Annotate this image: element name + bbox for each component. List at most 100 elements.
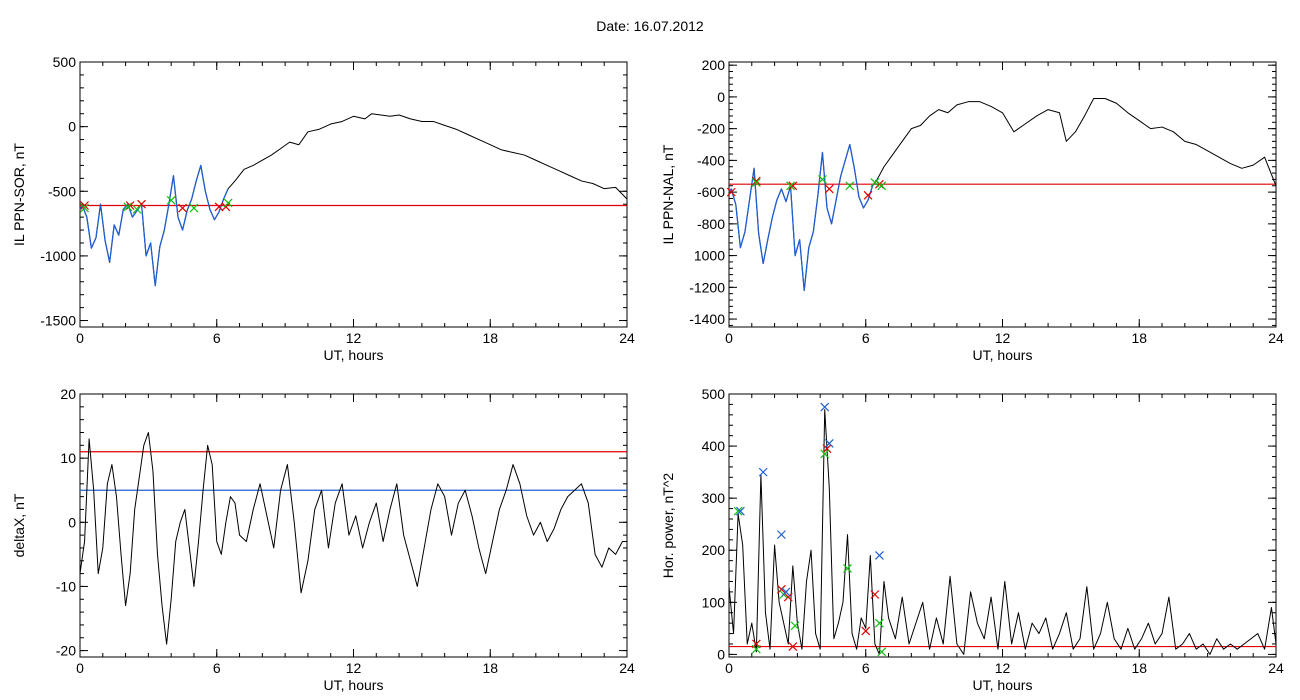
- y-tick-label: 0: [717, 646, 725, 662]
- x-tick-label: 6: [862, 660, 870, 676]
- y-tick-label: 300: [702, 490, 726, 506]
- x-tick-label: 0: [76, 660, 84, 676]
- marker-red: [863, 190, 873, 200]
- x-tick-label: 18: [1131, 330, 1147, 346]
- y-tick-label: -400: [697, 152, 725, 168]
- x-tick-label: 0: [725, 660, 733, 676]
- y-axis-label: IL PPN-NAL, nT: [660, 144, 676, 244]
- y-tick-label: 500: [53, 54, 77, 70]
- x-axis-label: UT, hours: [973, 677, 1033, 693]
- marker-blue: [820, 402, 830, 412]
- plot-frame: [728, 61, 1277, 328]
- page-title: Date: 16.07.2012: [596, 18, 704, 34]
- x-axis-label: UT, hours: [324, 677, 384, 693]
- marker-green: [845, 181, 855, 191]
- marker-red: [80, 201, 89, 210]
- y-tick-label: -800: [697, 216, 725, 232]
- marker-green: [820, 449, 830, 459]
- marker-green: [223, 198, 233, 208]
- y-tick-label: -1200: [689, 279, 725, 295]
- highlight-segment: [728, 143, 878, 292]
- y-tick-label: 1000: [694, 248, 725, 264]
- marker-green: [877, 181, 887, 191]
- marker-green: [875, 618, 884, 628]
- chart-panel-hor-power: 0 6 12 18 24 500 400 300 200 100 0 UT, hours Hor. po…: [660, 386, 1284, 693]
- y-tick-label: -20: [56, 643, 76, 659]
- x-tick-label: 6: [213, 660, 221, 676]
- marker-red: [861, 626, 871, 636]
- series-line: [79, 113, 628, 287]
- x-tick-label: 0: [76, 330, 84, 346]
- chart-panel-il-ppn-sor: 0 6 12 18 24 500 0 -500 -1000 -1500 UT, hours IL PP…: [11, 54, 635, 363]
- y-tick-label: 0: [68, 119, 76, 135]
- marker-blue: [758, 467, 768, 477]
- marker-red: [726, 187, 736, 197]
- y-tick-label: 0: [68, 514, 76, 530]
- marker-red: [788, 642, 798, 652]
- x-tick-label: 0: [725, 330, 733, 346]
- plot-frame: [728, 393, 1277, 658]
- marker-red: [822, 444, 832, 454]
- marker-blue: [824, 439, 834, 448]
- marker-green: [786, 181, 795, 191]
- series-line: [79, 431, 627, 645]
- marker-blue: [776, 530, 786, 540]
- marker-green: [189, 203, 199, 213]
- x-axis-label: UT, hours: [324, 347, 384, 363]
- marker-green: [790, 621, 800, 631]
- y-tick-label: 100: [702, 594, 726, 610]
- marker-red: [776, 584, 786, 594]
- y-tick-label: 200: [702, 542, 726, 558]
- marker-blue: [735, 506, 745, 516]
- marker-green: [733, 506, 743, 516]
- marker-red: [178, 203, 187, 213]
- series-line: [728, 97, 1277, 292]
- y-tick-label: 0: [717, 89, 725, 105]
- marker-green: [843, 564, 852, 573]
- y-axis-label: deltaX, nT: [11, 493, 27, 557]
- y-axis-label: Hor. power, nT^2: [660, 473, 676, 579]
- y-tick-label: 200: [702, 57, 726, 73]
- x-tick-label: 24: [1268, 660, 1284, 676]
- x-tick-label: 18: [1131, 660, 1147, 676]
- marker-red: [824, 184, 834, 194]
- chart-panel-il-ppn-nal: 0 6 12 18 24 200 0 -200 -400 -600 -800 1000 -1200 -14…: [660, 57, 1284, 363]
- marker-blue: [781, 587, 791, 597]
- marker-green: [132, 204, 142, 214]
- x-tick-label: 6: [213, 330, 221, 346]
- marker-red: [788, 181, 798, 191]
- y-tick-label: -200: [697, 121, 725, 137]
- marker-red: [870, 590, 880, 599]
- y-axis-label: IL PPN-SOR, nT: [11, 143, 27, 246]
- y-tick-label: 10: [60, 450, 76, 466]
- marker-green: [80, 203, 89, 213]
- x-tick-label: 24: [619, 330, 635, 346]
- x-axis-label: UT, hours: [973, 347, 1033, 363]
- marker-green: [166, 195, 176, 205]
- x-tick-label: 24: [619, 660, 635, 676]
- y-tick-label: -1400: [689, 311, 725, 327]
- y-tick-label: 400: [702, 438, 726, 454]
- marker-green: [870, 178, 880, 188]
- marker-red: [783, 592, 793, 602]
- y-tick-label: -1000: [40, 248, 76, 264]
- x-tick-label: 24: [1268, 330, 1284, 346]
- marker-blue: [875, 551, 884, 560]
- marker-red: [751, 176, 761, 186]
- marker-green: [751, 178, 761, 188]
- marker-green: [751, 644, 761, 654]
- x-tick-label: 12: [995, 660, 1011, 676]
- y-tick-label: -600: [697, 184, 725, 200]
- highlight-segment: [79, 164, 229, 287]
- y-tick-label: -1500: [40, 313, 76, 329]
- series-line: [728, 409, 1277, 655]
- marker-green: [877, 647, 887, 657]
- x-tick-label: 12: [346, 660, 362, 676]
- y-tick-label: 500: [702, 386, 726, 402]
- x-tick-label: 12: [995, 330, 1011, 346]
- marker-red: [125, 201, 135, 210]
- y-tick-label: -10: [56, 578, 76, 594]
- marker-red: [214, 202, 224, 212]
- y-tick-label: 20: [60, 386, 76, 402]
